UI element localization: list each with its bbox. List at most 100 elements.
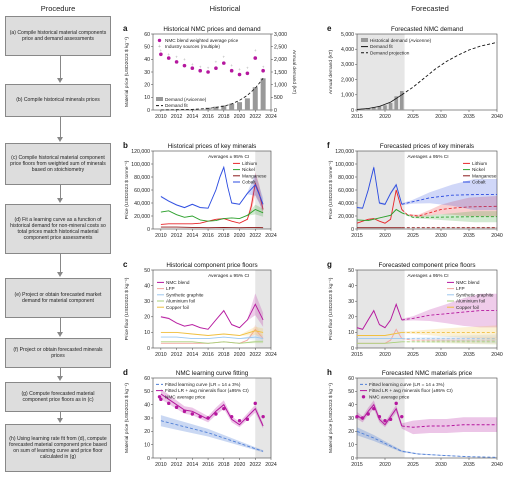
y2-tick-label: 1,500 [274, 70, 287, 76]
legend-label: Lithium [472, 161, 487, 166]
nmc-price-point [229, 68, 234, 73]
industry-point: + [183, 57, 186, 62]
x-tick-label: 2030 [435, 233, 447, 239]
ci-band [357, 208, 497, 223]
industry-point: + [199, 64, 202, 69]
y-axis-label: Price floor (USD2023 $ kg⁻¹) [328, 277, 334, 340]
series-line [160, 208, 264, 222]
x-tick-label: 2024 [265, 462, 277, 468]
panel-letter: f [327, 141, 330, 150]
nmc-average-point [167, 401, 171, 406]
x-tick-label: 2040 [491, 233, 503, 239]
y-axis-label: Material price (USD2023 $ kg⁻¹) [328, 383, 334, 453]
nmc-price-point [214, 66, 218, 70]
x-tick-label: 2010 [155, 114, 167, 120]
historical-shade [357, 270, 405, 348]
legend-swatch: + [158, 44, 161, 50]
series-projection [401, 310, 497, 321]
learning-curve-line [356, 430, 498, 458]
y-tick-label: 60,000 [134, 188, 150, 194]
x-tick-label: 2022 [249, 114, 261, 120]
demand-bar [260, 78, 266, 110]
legend-label: Demand fit [165, 103, 188, 108]
legend-label: Historical demand (Avicenne) [370, 38, 432, 43]
average-shade [255, 151, 271, 229]
industry-point: + [207, 66, 210, 71]
series-line [160, 303, 264, 330]
y-tick-label: 40 [144, 402, 150, 408]
legend-label: NMC average price [165, 394, 206, 399]
x-tick-label: 2035 [463, 462, 475, 468]
demand-bar [244, 98, 250, 110]
series-projection [401, 338, 497, 341]
x-tick-label: 2025 [407, 352, 419, 358]
y-tick-label: 0 [147, 227, 150, 233]
legend-label: Fitted LR + avg minerals floor (±95% CI) [369, 388, 453, 393]
legend-label: LFP [456, 286, 465, 291]
x-tick-label: 2012 [171, 114, 183, 120]
x-tick-label: 2024 [265, 233, 277, 239]
y-tick-label: 60 [144, 32, 150, 38]
nmc-average-point [355, 414, 359, 419]
y-tick-label: 2,000 [341, 77, 354, 83]
y2-axis-label: Annual demand (kT) [291, 50, 297, 95]
y2-tick-label: 2,000 [274, 57, 287, 63]
legend-label: Nickel [472, 167, 485, 172]
legend-label: Manganese [472, 173, 497, 178]
ci-band [357, 188, 497, 224]
industry-point: + [254, 48, 257, 53]
y-axis-label: Price (USD2023 $ tonne⁻¹) [328, 160, 334, 219]
panel-title: Forecasted prices of key minerals [380, 143, 474, 150]
nmc-average-point [214, 412, 218, 416]
x-tick-label: 2022 [249, 462, 261, 468]
nmc-average-point [245, 417, 250, 422]
panel-letter: h [327, 368, 332, 377]
y-tick-label: 20 [144, 315, 150, 321]
nmc-average-point [229, 414, 234, 419]
x-tick-label: 2018 [218, 233, 230, 239]
nmc-average-point [222, 406, 226, 411]
x-tick-label: 2020 [379, 114, 391, 120]
legend-label: Demand projection [370, 50, 410, 55]
panel-letter: b [123, 141, 128, 150]
y-axis-label: Annual demand (kT) [328, 49, 334, 94]
annotation: Averages ± 95% CI [208, 273, 249, 279]
legend-label: Cobalt [472, 180, 486, 185]
demand-bar [221, 105, 227, 110]
y-tick-label: 80,000 [134, 175, 150, 181]
y-tick-label: 30 [348, 299, 354, 305]
legend-label: Nickel [242, 167, 255, 172]
panel-title: Forecasted NMC demand [391, 26, 464, 33]
nmc-average-point [400, 414, 404, 419]
procedure-step-b: (b) Compile historical minerals prices [5, 84, 111, 117]
legend-label: Synthetic graphite [166, 292, 204, 297]
x-tick-label: 2020 [234, 462, 246, 468]
annotation: Averages ± 95% CI [407, 273, 448, 279]
x-tick-label: 2012 [171, 233, 183, 239]
y-tick-label: 20,000 [338, 214, 354, 220]
x-tick-label: 2040 [491, 114, 503, 120]
y-tick-label: 40 [144, 57, 150, 63]
lr-floor-line [160, 393, 264, 427]
industry-point: + [167, 52, 170, 57]
demand-bar [229, 103, 235, 110]
y-tick-label: 60,000 [338, 188, 354, 194]
demand-bar [237, 102, 243, 110]
legend-label: Industry sources (multiple) [165, 44, 220, 49]
y-tick-label: 10 [144, 95, 150, 101]
panel-c: 0 10 20 30 40 50 2010 2012 2014 2016 2018 2020 2022 2… [123, 260, 277, 358]
industry-point: + [246, 66, 249, 71]
industry-point: + [160, 48, 163, 53]
y-tick-label: 40 [348, 402, 354, 408]
nmc-average-point [198, 414, 202, 419]
nmc-average-point [394, 401, 398, 406]
panel-f: 0 20,000 40,000 60,000 80,000 100,000 120,000 2… [327, 141, 503, 239]
y-tick-label: 120,000 [131, 149, 150, 155]
demand-bar [400, 91, 404, 110]
x-tick-label: 2010 [155, 352, 167, 358]
legend-swatch [157, 38, 162, 43]
x-tick-label: 2024 [265, 114, 277, 120]
legend-swatch [361, 38, 368, 42]
x-tick-label: 2040 [491, 462, 503, 468]
